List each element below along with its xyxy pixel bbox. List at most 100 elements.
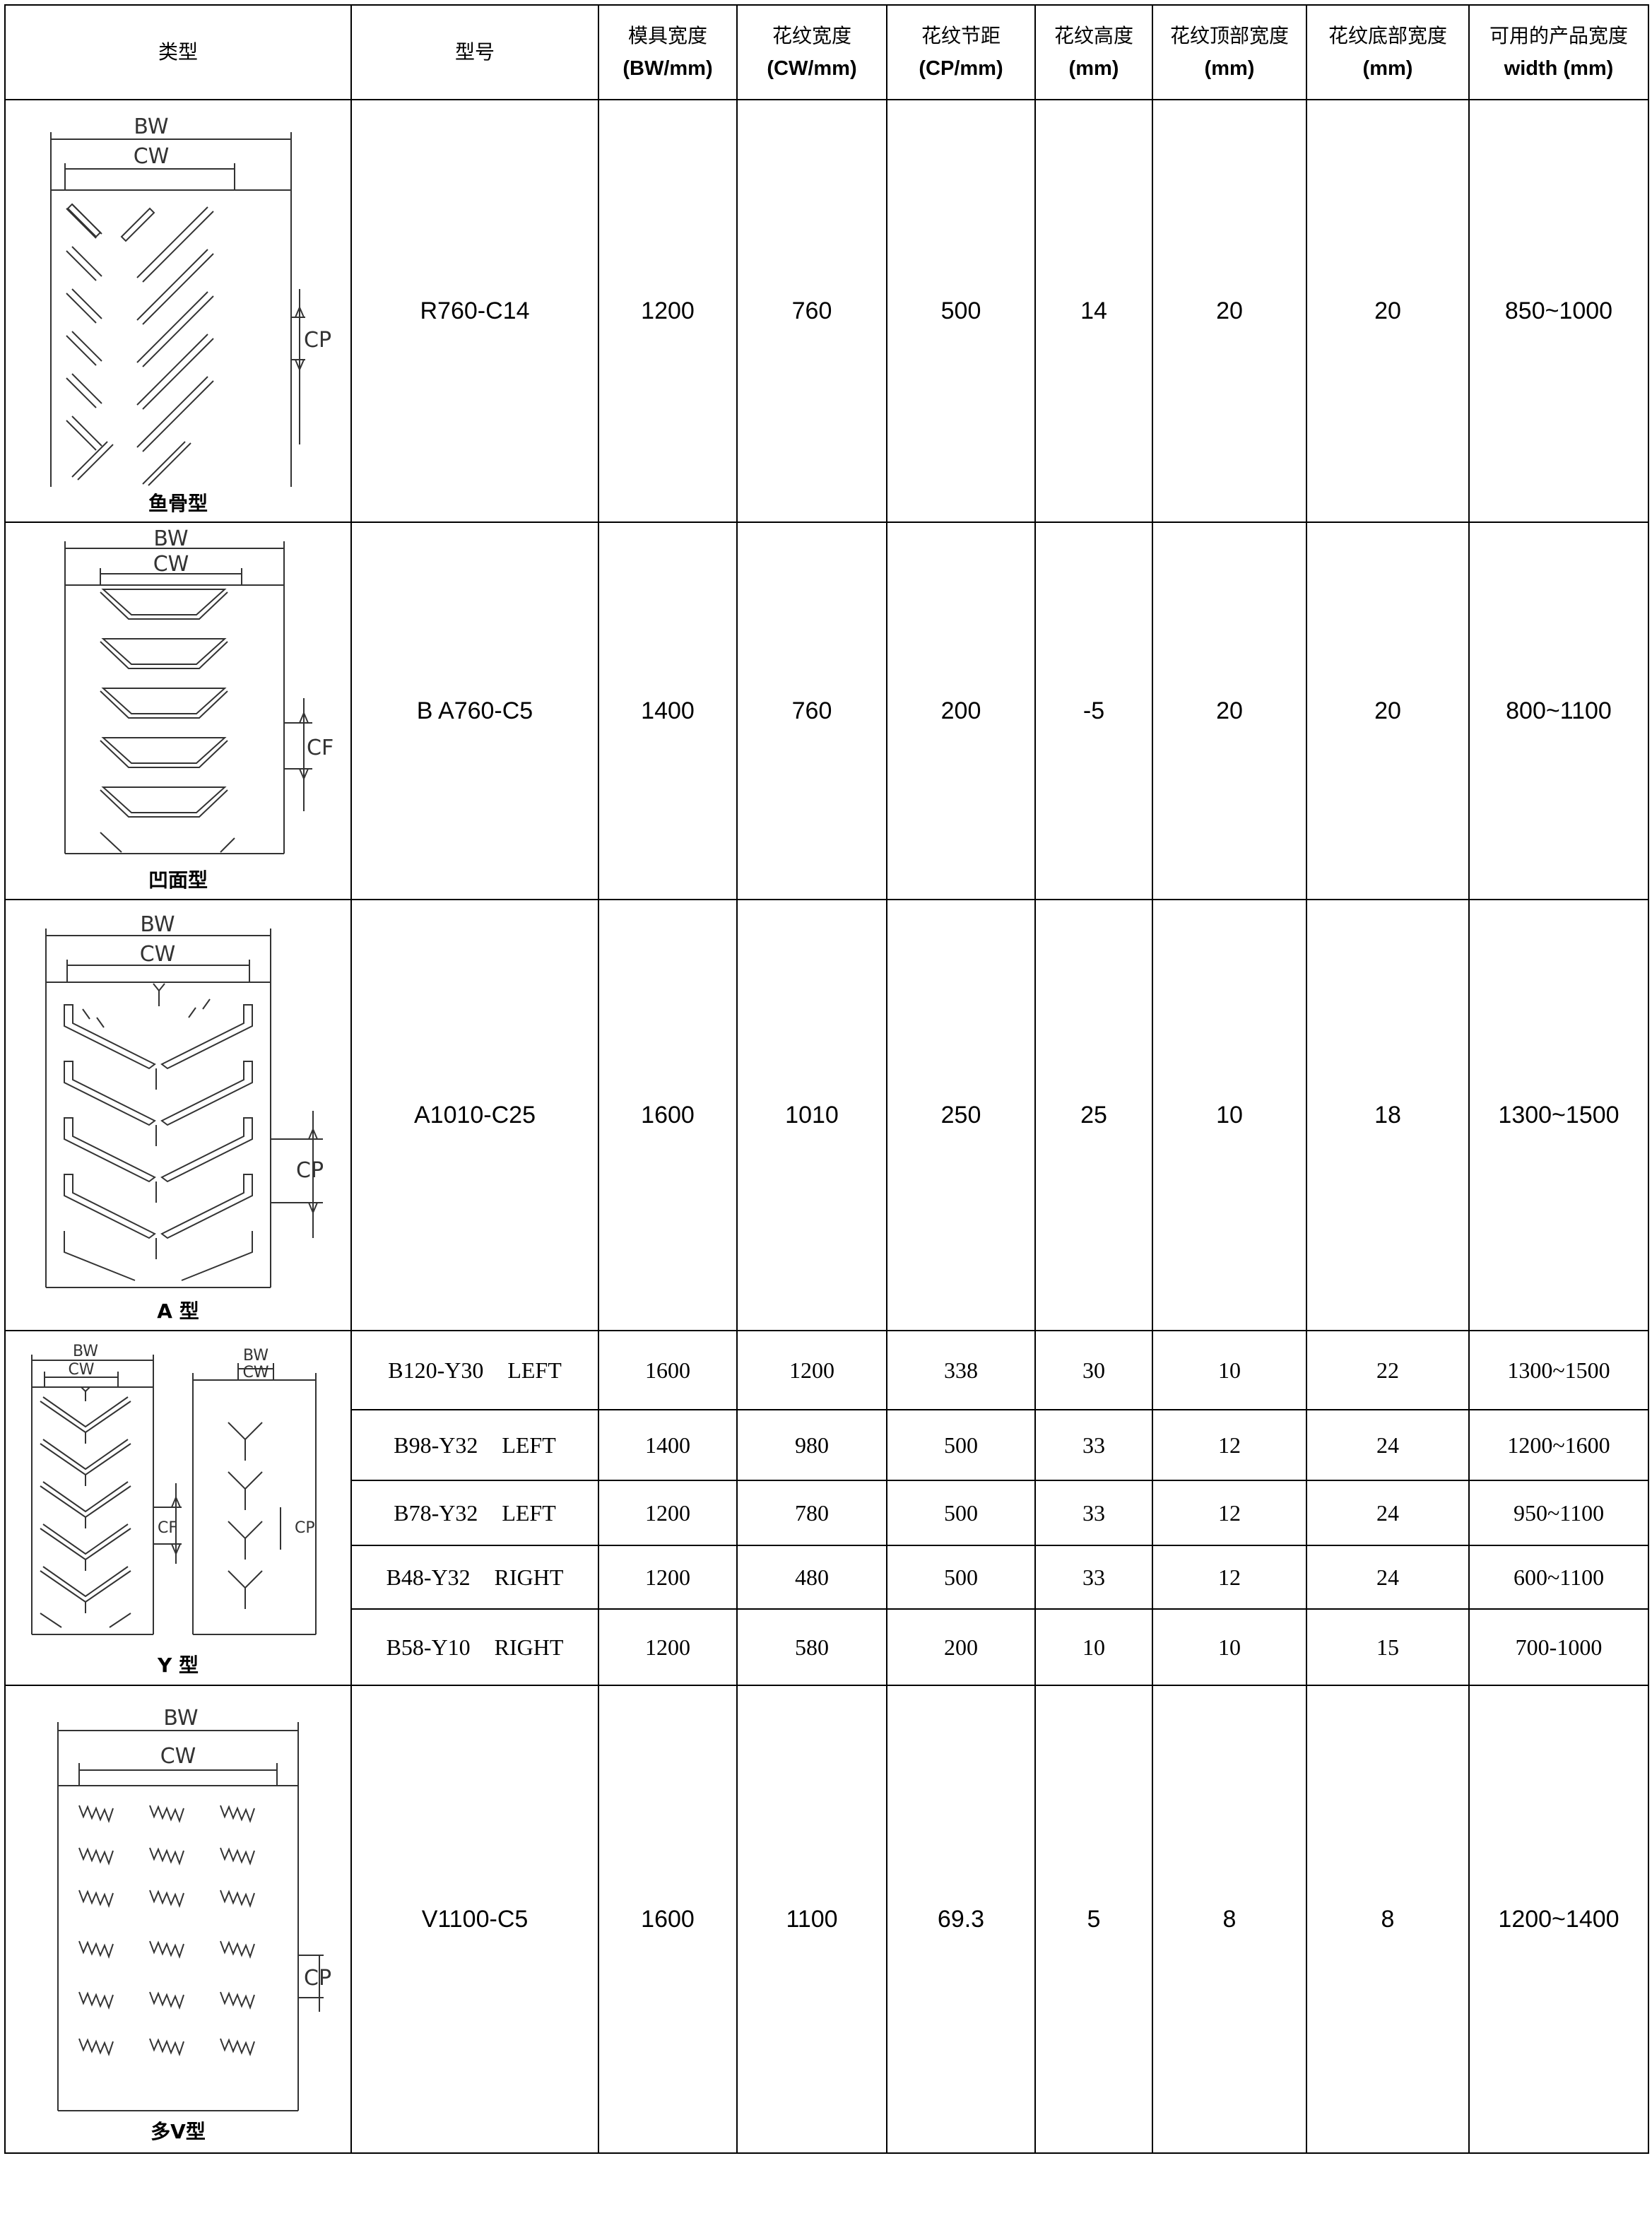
cw-cell: 1200 bbox=[736, 1330, 887, 1410]
usable-width-cell: 600~1100 bbox=[1468, 1545, 1649, 1610]
bottom-width-cell: 24 bbox=[1306, 1480, 1470, 1546]
model-cell: B48-Y32 RIGHT bbox=[350, 1545, 599, 1610]
top-width-cell: 12 bbox=[1152, 1409, 1307, 1481]
bw-dimension-label: BW bbox=[153, 529, 188, 551]
top-width-cell: 20 bbox=[1152, 521, 1307, 900]
cw-cell: 1010 bbox=[736, 899, 887, 1331]
herringbone-pattern-cell: BW CW CP 鱼骨型 bbox=[4, 99, 352, 523]
usable-width-cell: 1200~1600 bbox=[1468, 1409, 1649, 1481]
header-bw: 模具宽度 (BW/mm) bbox=[598, 4, 738, 100]
usable-width-cell: 700-1000 bbox=[1468, 1608, 1649, 1686]
concave-pattern-cell: BW CW CF 凹面型 bbox=[4, 521, 352, 900]
bottom-width-cell: 24 bbox=[1306, 1545, 1470, 1610]
bw-dimension-label: BW bbox=[243, 1347, 269, 1365]
bottom-width-cell: 15 bbox=[1306, 1608, 1470, 1686]
table-row: B48-Y32 RIGHT 1200 480 500 33 12 24 600~1… bbox=[5, 1545, 1649, 1610]
height-cell: 5 bbox=[1034, 1685, 1153, 2154]
cp-cell: 500 bbox=[886, 1545, 1036, 1610]
cw-dimension-label: CW bbox=[134, 144, 170, 169]
cp-dimension-label: CP bbox=[304, 1966, 331, 1991]
bw-cell: 1200 bbox=[598, 1608, 738, 1686]
top-width-cell: 10 bbox=[1152, 1330, 1307, 1410]
a-type-pattern-cell: BW CW CP A 型 bbox=[4, 899, 352, 1331]
cw-cell: 1100 bbox=[736, 1685, 887, 2154]
header-height: 花纹高度 (mm) bbox=[1034, 4, 1153, 100]
bw-cell: 1600 bbox=[598, 1685, 738, 2154]
height-cell: 33 bbox=[1034, 1480, 1153, 1546]
table-row: BW CW CP 多V型 V1100-C5 1600 1100 69.3 5 8… bbox=[4, 1685, 1649, 2154]
cp-cell: 250 bbox=[886, 899, 1036, 1331]
bottom-width-cell: 22 bbox=[1306, 1330, 1470, 1410]
header-cw: 花纹宽度 (CW/mm) bbox=[736, 4, 887, 100]
y-type-pattern-cell: BW CW CF BW CW CP Y 型 bbox=[4, 1330, 352, 1686]
height-cell: 33 bbox=[1034, 1545, 1153, 1610]
cw-cell: 980 bbox=[736, 1409, 887, 1481]
bottom-width-cell: 8 bbox=[1306, 1685, 1470, 2154]
usable-width-cell: 950~1100 bbox=[1468, 1480, 1649, 1546]
bw-cell: 1400 bbox=[598, 521, 738, 900]
cp-dimension-label: CP bbox=[295, 1519, 315, 1537]
model-cell: A1010-C25 bbox=[350, 899, 599, 1331]
cw-dimension-label: CW bbox=[153, 552, 189, 577]
bw-dimension-label: BW bbox=[134, 114, 168, 139]
cw-dimension-label: CW bbox=[140, 942, 176, 967]
cp-dimension-label: CP bbox=[304, 328, 331, 353]
bw-cell: 1200 bbox=[598, 1545, 738, 1610]
bottom-width-cell: 18 bbox=[1306, 899, 1470, 1331]
top-width-cell: 12 bbox=[1152, 1545, 1307, 1610]
bottom-width-cell: 20 bbox=[1306, 521, 1470, 900]
cw-dimension-label: CW bbox=[160, 1744, 196, 1769]
table-row: BW CW CP 鱼骨型 R760-C14 1200 760 500 14 20… bbox=[4, 99, 1649, 523]
bw-dimension-label: BW bbox=[73, 1343, 98, 1360]
bw-cell: 1200 bbox=[598, 1480, 738, 1546]
bw-cell: 1400 bbox=[598, 1409, 738, 1481]
herringbone-pattern-diagram: BW CW CP bbox=[50, 114, 331, 487]
height-cell: 25 bbox=[1034, 899, 1153, 1331]
bw-cell: 1600 bbox=[598, 899, 738, 1331]
table-row: B78-Y32 LEFT 1200 780 500 33 12 24 950~11… bbox=[5, 1480, 1649, 1546]
cp-cell: 69.3 bbox=[886, 1685, 1036, 2154]
bw-dimension-label: BW bbox=[163, 1706, 198, 1731]
cw-cell: 760 bbox=[736, 521, 887, 900]
usable-width-cell: 850~1000 bbox=[1468, 99, 1649, 523]
pattern-type-name: 鱼骨型 bbox=[148, 492, 208, 515]
cp-cell: 200 bbox=[886, 521, 1036, 900]
spec-sheet: 类型 型号 模具宽度 (BW/mm) 花纹宽度 (CW/mm) 花纹节距 (CP/mm… bbox=[4, 4, 1649, 2154]
concave-pattern-diagram: BW CW CF bbox=[64, 529, 334, 854]
cp-cell: 500 bbox=[886, 1409, 1036, 1481]
model-cell: B58-Y10 RIGHT bbox=[350, 1608, 599, 1686]
usable-width-cell: 1300~1500 bbox=[1468, 1330, 1649, 1410]
cw-cell: 780 bbox=[736, 1480, 887, 1546]
usable-width-cell: 1200~1400 bbox=[1468, 1685, 1649, 2154]
cw-dimension-label: CW bbox=[242, 1364, 269, 1381]
header-bottom-width: 花纹底部宽度 (mm) bbox=[1306, 4, 1470, 100]
top-width-cell: 20 bbox=[1152, 99, 1307, 523]
header-usable-width: 可用的产品宽度 width (mm) bbox=[1468, 4, 1649, 100]
cw-cell: 580 bbox=[736, 1608, 887, 1686]
cw-cell: 760 bbox=[736, 99, 887, 523]
height-cell: 14 bbox=[1034, 99, 1153, 523]
cw-cell: 480 bbox=[736, 1545, 887, 1610]
multi-v-pattern-diagram: BW CW CP bbox=[57, 1706, 331, 2111]
top-width-cell: 10 bbox=[1152, 1608, 1307, 1686]
cf-dimension-label: CF bbox=[158, 1519, 177, 1537]
usable-width-cell: 800~1100 bbox=[1468, 521, 1649, 900]
cf-dimension-label: CF bbox=[307, 736, 334, 760]
top-width-cell: 8 bbox=[1152, 1685, 1307, 2154]
pattern-type-name: 凹面型 bbox=[148, 868, 208, 892]
table-row: BW CW CP A 型 A1010-C25 1600 1010 250 25 … bbox=[4, 899, 1649, 1331]
header-row: 类型 型号 模具宽度 (BW/mm) 花纹宽度 (CW/mm) 花纹节距 (CP/mm… bbox=[4, 4, 1649, 100]
cp-cell: 338 bbox=[886, 1330, 1036, 1410]
header-top-width: 花纹顶部宽度 (mm) bbox=[1152, 4, 1307, 100]
header-model: 型号 bbox=[350, 4, 599, 100]
cp-cell: 200 bbox=[886, 1608, 1036, 1686]
cp-dimension-label: CP bbox=[296, 1158, 324, 1183]
model-cell: B120-Y30 LEFT bbox=[350, 1330, 599, 1410]
header-cp: 花纹节距 (CP/mm) bbox=[886, 4, 1036, 100]
a-type-pattern-diagram: BW CW CP bbox=[45, 912, 324, 1288]
bottom-width-cell: 20 bbox=[1306, 99, 1470, 523]
top-width-cell: 12 bbox=[1152, 1480, 1307, 1546]
height-cell: 33 bbox=[1034, 1409, 1153, 1481]
model-cell: R760-C14 bbox=[350, 99, 599, 523]
height-cell: 10 bbox=[1034, 1608, 1153, 1686]
